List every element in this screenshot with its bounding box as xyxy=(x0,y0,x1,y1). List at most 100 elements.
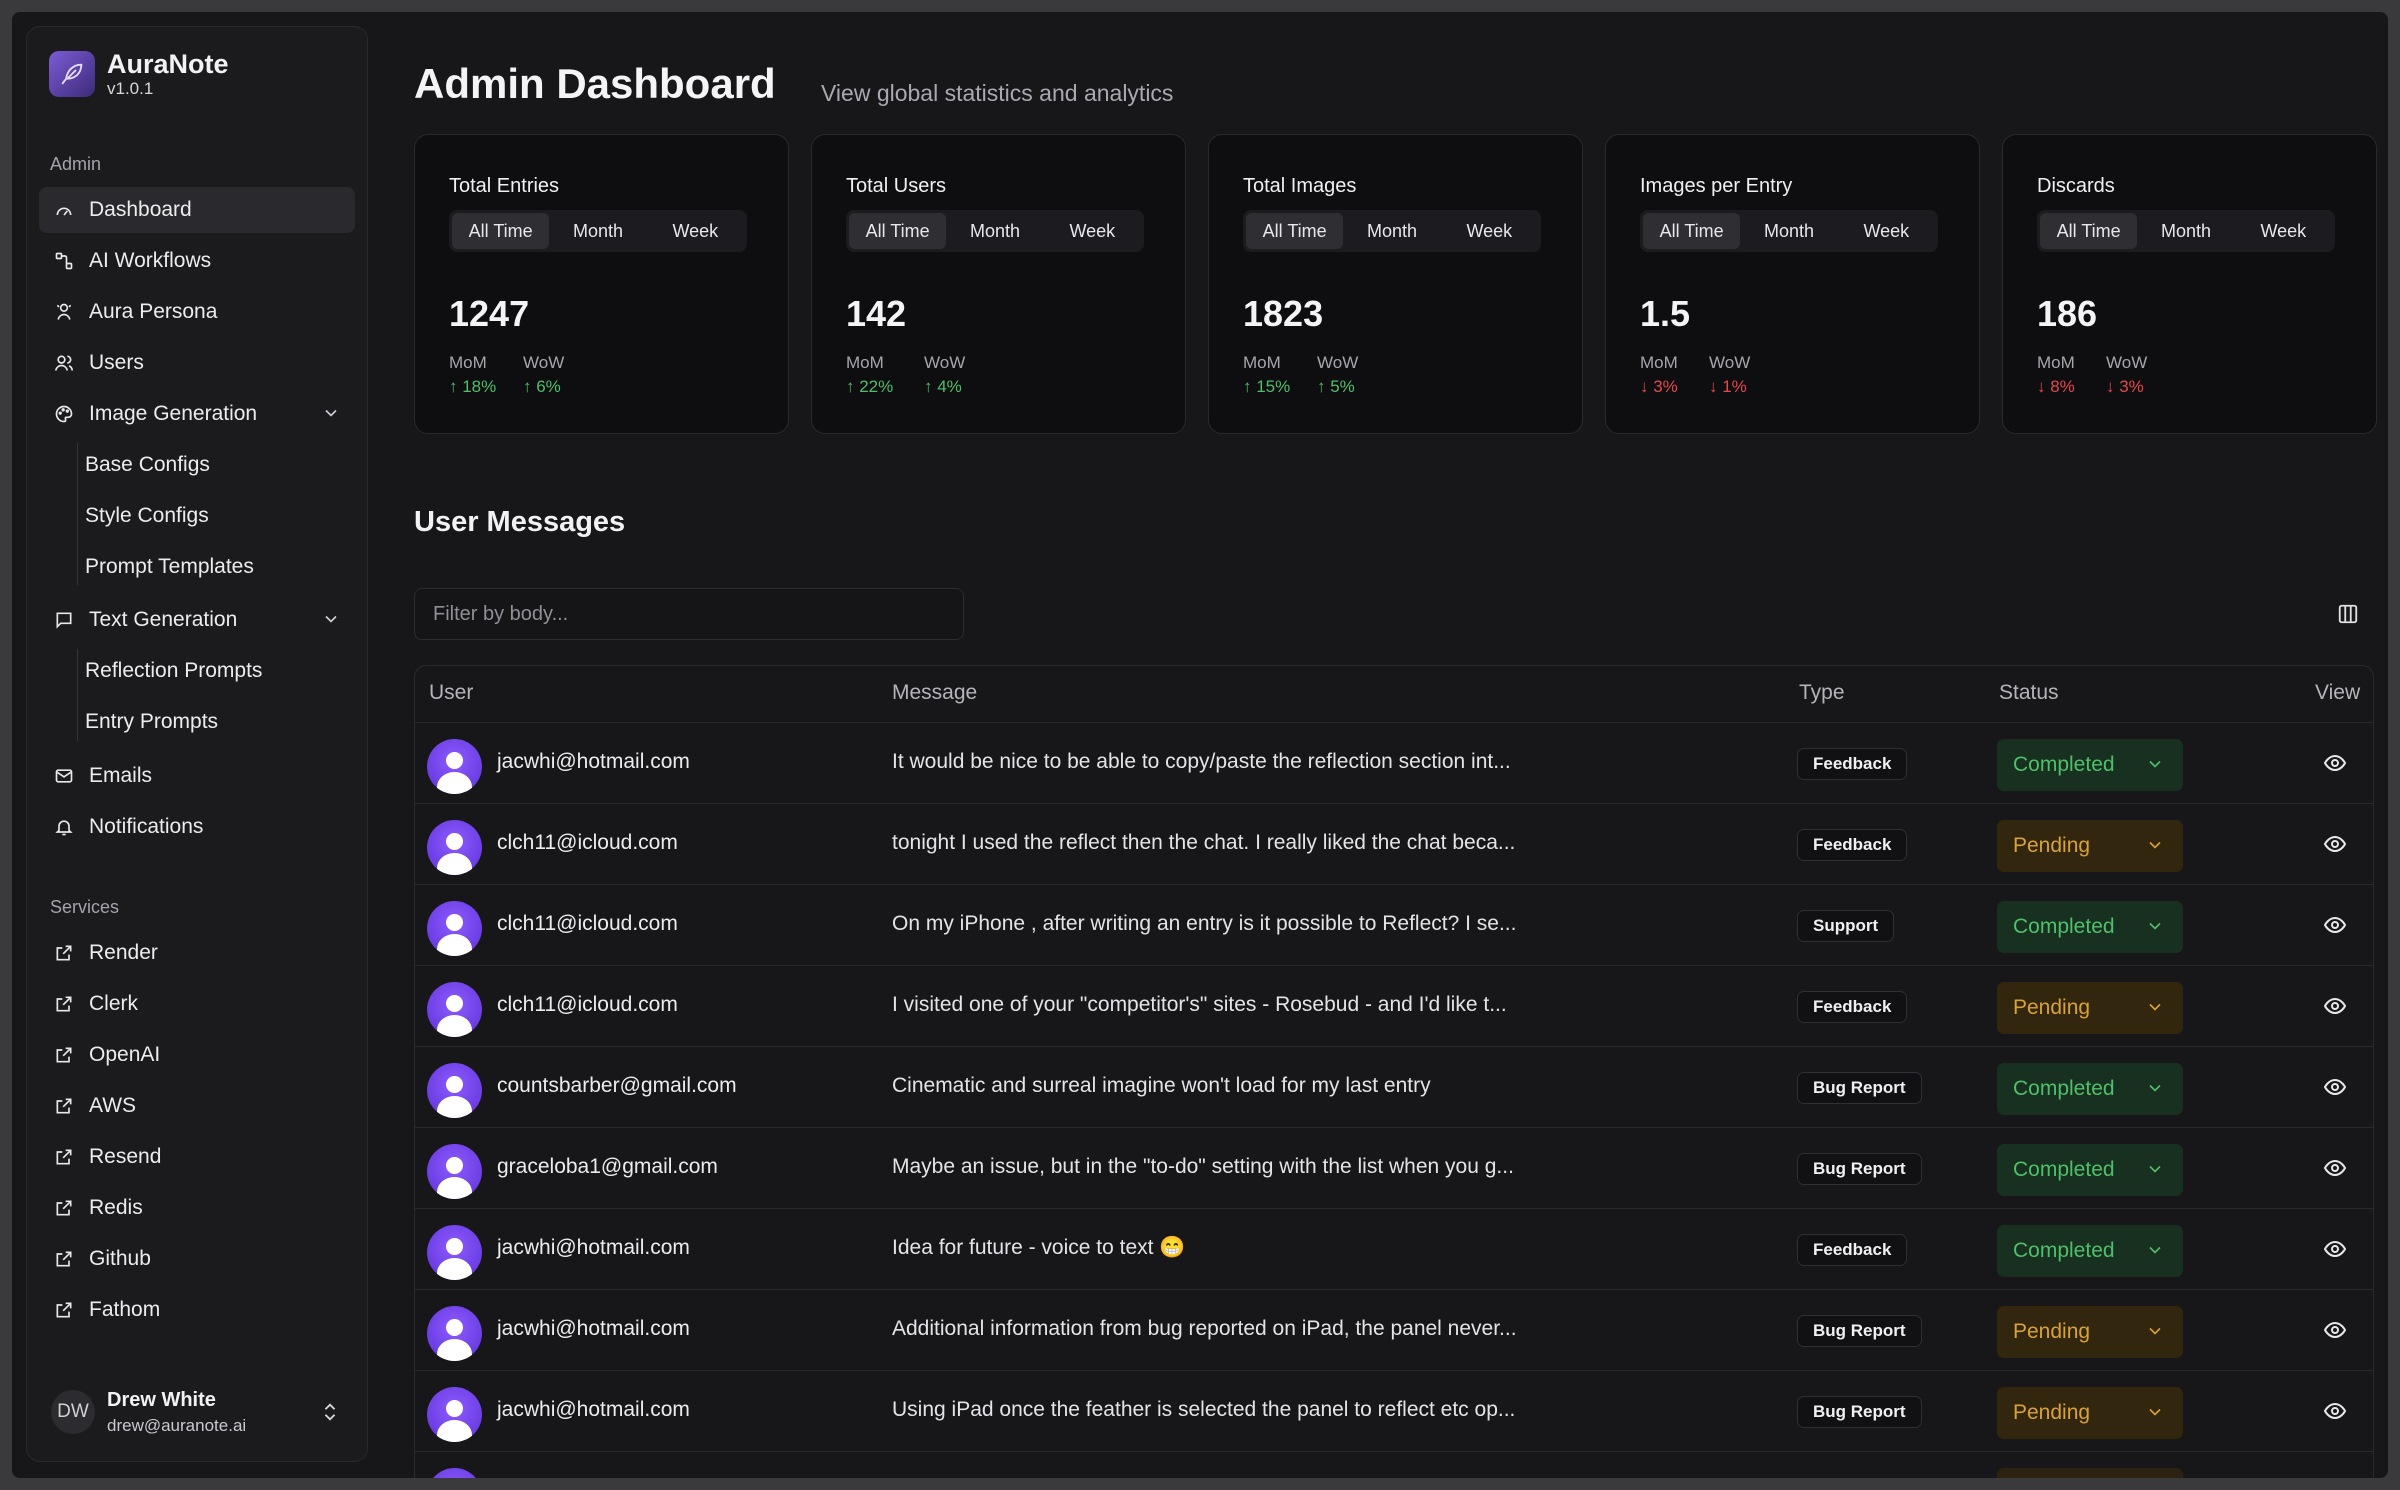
column-header-message[interactable]: Message xyxy=(892,681,978,704)
service-link-redis[interactable]: Redis xyxy=(39,1185,355,1231)
range-week[interactable]: Week xyxy=(1466,220,1513,241)
table-row[interactable]: jacwhi@hotmail.com Using iPad once the fe… xyxy=(415,1370,2373,1451)
status-select[interactable]: Completed xyxy=(1997,739,2183,791)
sidebar-subitem-base-configs[interactable]: Base Configs xyxy=(85,453,210,476)
chevron-down-icon xyxy=(2145,754,2165,780)
sidebar-item-aura-persona[interactable]: Aura Persona xyxy=(39,289,355,335)
range-week[interactable]: Week xyxy=(672,220,719,241)
range-week[interactable]: Week xyxy=(2260,220,2307,241)
sidebar-subitem-prompt-templates[interactable]: Prompt Templates xyxy=(85,555,254,578)
status-select[interactable]: Completed xyxy=(1997,1144,2183,1196)
stat-card-title: Total Entries xyxy=(449,175,560,197)
range-all-time[interactable]: All Time xyxy=(1246,213,1344,249)
persona-icon xyxy=(53,301,75,323)
sidebar-subitem-entry-prompts[interactable]: Entry Prompts xyxy=(85,710,219,733)
range-all-time[interactable]: All Time xyxy=(2040,213,2138,249)
service-link-clerk[interactable]: Clerk xyxy=(39,981,355,1027)
range-all-time[interactable]: All Time xyxy=(849,213,947,249)
submenu-rail xyxy=(77,649,78,741)
service-link-openai[interactable]: OpenAI xyxy=(39,1032,355,1078)
view-eye-icon[interactable] xyxy=(2321,749,2349,777)
service-link-github[interactable]: Github xyxy=(39,1236,355,1282)
columns-toggle-icon[interactable] xyxy=(2334,600,2362,628)
service-link-resend[interactable]: Resend xyxy=(39,1134,355,1180)
status-value: Pending xyxy=(2013,996,2091,1019)
service-link-render[interactable]: Render xyxy=(39,930,355,976)
status-value: Completed xyxy=(2013,1158,2115,1181)
account-switcher[interactable]: DW Drew White drew@auranote.ai xyxy=(39,1377,355,1447)
range-week[interactable]: Week xyxy=(1069,220,1116,241)
table-row[interactable] xyxy=(415,1451,2373,1478)
table-row[interactable]: clch11@icloud.com I visited one of your "… xyxy=(415,965,2373,1046)
column-header-user[interactable]: User xyxy=(429,681,474,704)
brand[interactable]: AuraNote v1.0.1 xyxy=(49,49,229,99)
sidebar-subitem-reflection-prompts[interactable]: Reflection Prompts xyxy=(85,659,263,682)
sidebar-subitem-style-configs[interactable]: Style Configs xyxy=(85,504,209,527)
table-row[interactable]: jacwhi@hotmail.com It would be nice to be… xyxy=(415,722,2373,803)
column-header-status[interactable]: Status xyxy=(1999,681,2059,704)
range-month[interactable]: Month xyxy=(2160,220,2211,241)
sidebar-item-text-generation[interactable]: Text Generation xyxy=(39,597,355,643)
type-badge: Bug Report xyxy=(1797,1315,1922,1347)
external-link-icon xyxy=(53,1146,75,1168)
status-select[interactable] xyxy=(1997,1468,2183,1478)
status-select[interactable]: Completed xyxy=(1997,1063,2183,1115)
type-badge: Bug Report xyxy=(1797,1072,1922,1104)
external-link-icon xyxy=(53,1044,75,1066)
service-link-aws[interactable]: AWS xyxy=(39,1083,355,1129)
sidebar-item-ai-workflows[interactable]: AI Workflows xyxy=(39,238,355,284)
column-header-type[interactable]: Type xyxy=(1799,681,1845,704)
table-row[interactable]: clch11@icloud.com tonight I used the refl… xyxy=(415,803,2373,884)
sidebar-item-label: AI Workflows xyxy=(89,249,212,272)
range-month[interactable]: Month xyxy=(572,220,623,241)
sidebar-item-dashboard[interactable]: Dashboard xyxy=(39,187,355,233)
view-eye-icon[interactable] xyxy=(2321,1154,2349,1182)
table-row[interactable]: jacwhi@hotmail.com Idea for future - voic… xyxy=(415,1208,2373,1289)
external-link-icon xyxy=(53,1248,75,1270)
chevron-down-icon xyxy=(2145,1321,2165,1347)
message-preview: Maybe an issue, but in the "to-do" setti… xyxy=(892,1155,1514,1178)
stat-card-images-per-entry: Images per Entry All Time Month Week 1.5… xyxy=(1605,134,1980,434)
type-badge: Bug Report xyxy=(1797,1153,1922,1185)
range-month[interactable]: Month xyxy=(1763,220,1814,241)
range-month[interactable]: Month xyxy=(1366,220,1417,241)
status-select[interactable]: Pending xyxy=(1997,1387,2183,1439)
table-row[interactable]: graceloba1@gmail.com Maybe an issue, but … xyxy=(415,1127,2373,1208)
sidebar-item-notifications[interactable]: Notifications xyxy=(39,804,355,850)
view-eye-icon[interactable] xyxy=(2321,992,2349,1020)
message-preview: Cinematic and surreal imagine won't load… xyxy=(892,1074,1431,1097)
range-all-time[interactable]: All Time xyxy=(1643,213,1741,249)
status-select[interactable]: Pending xyxy=(1997,820,2183,872)
sidebar-item-users[interactable]: Users xyxy=(39,340,355,386)
avatar xyxy=(427,1063,482,1118)
status-select[interactable]: Completed xyxy=(1997,901,2183,953)
view-eye-icon[interactable] xyxy=(2321,1235,2349,1263)
view-eye-icon[interactable] xyxy=(2321,1316,2349,1344)
wow-change: ↓ 1% xyxy=(1709,377,1747,396)
table-row[interactable]: countsbarber@gmail.com Cinematic and surr… xyxy=(415,1046,2373,1127)
range-all-time[interactable]: All Time xyxy=(452,213,550,249)
range-week[interactable]: Week xyxy=(1863,220,1910,241)
status-select[interactable]: Pending xyxy=(1997,1306,2183,1358)
filter-input[interactable] xyxy=(414,588,964,640)
view-eye-icon[interactable] xyxy=(2321,911,2349,939)
view-eye-icon[interactable] xyxy=(2321,830,2349,858)
status-value: Completed xyxy=(2013,753,2115,776)
user-email: jacwhi@hotmail.com xyxy=(497,1398,690,1421)
view-eye-icon[interactable] xyxy=(2321,1073,2349,1101)
table-row[interactable]: jacwhi@hotmail.com Additional information… xyxy=(415,1289,2373,1370)
mom-label: MoM xyxy=(1640,353,1678,372)
range-month[interactable]: Month xyxy=(969,220,1020,241)
user-email: jacwhi@hotmail.com xyxy=(497,1236,690,1259)
status-select[interactable]: Completed xyxy=(1997,1225,2183,1277)
sidebar-item-image-generation[interactable]: Image Generation xyxy=(39,391,355,437)
table-row[interactable]: clch11@icloud.com On my iPhone , after wr… xyxy=(415,884,2373,965)
service-link-fathom[interactable]: Fathom xyxy=(39,1287,355,1333)
sidebar-item-emails[interactable]: Emails xyxy=(39,753,355,799)
submenu-rail xyxy=(77,443,78,585)
view-eye-icon[interactable] xyxy=(2321,1397,2349,1425)
status-select[interactable]: Pending xyxy=(1997,982,2183,1034)
external-link-icon xyxy=(53,1197,75,1219)
status-value: Pending xyxy=(2013,1401,2091,1424)
